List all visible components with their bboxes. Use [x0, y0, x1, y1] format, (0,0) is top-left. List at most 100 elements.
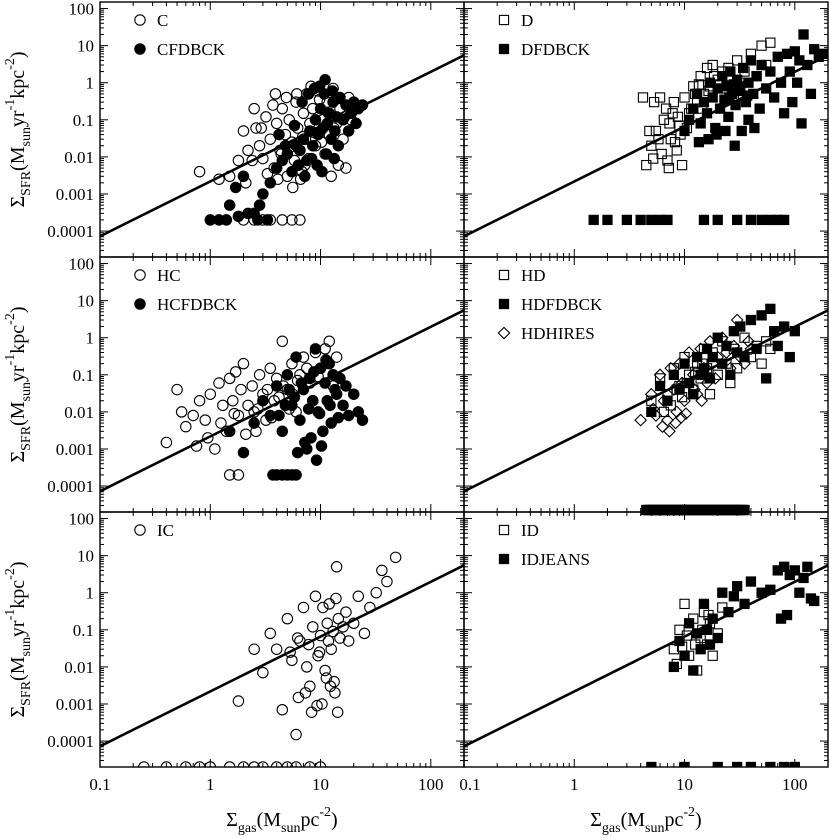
y-tick-label: 10	[77, 292, 94, 311]
x-tick-label: 100	[782, 775, 808, 794]
data-point	[305, 432, 317, 444]
data-point	[290, 351, 302, 363]
data-point	[728, 591, 739, 602]
points-ID	[646, 561, 820, 767]
data-point	[229, 181, 242, 194]
kennicutt-law-line	[464, 309, 828, 493]
legend-label: C	[157, 11, 168, 30]
data-point	[223, 469, 236, 481]
y-tick-label: 0.0001	[47, 477, 94, 496]
legend-label: DFDBCK	[521, 40, 591, 59]
data-point	[340, 606, 352, 618]
data-point	[281, 369, 294, 381]
data-point	[695, 71, 706, 82]
data-point	[330, 561, 343, 573]
data-point	[134, 14, 146, 26]
data-point	[202, 432, 214, 444]
data-point	[497, 326, 511, 340]
data-point	[693, 136, 705, 148]
data-point	[778, 214, 790, 226]
data-point	[663, 424, 676, 438]
data-point	[694, 342, 708, 356]
data-point	[264, 177, 277, 189]
data-point	[323, 598, 336, 610]
data-point	[765, 761, 776, 767]
data-point	[498, 298, 510, 310]
data-point	[809, 595, 820, 607]
data-point	[313, 407, 326, 420]
data-point	[328, 675, 340, 688]
data-point	[175, 406, 188, 418]
data-point	[291, 632, 304, 644]
y-tick-label: 0.001	[56, 440, 94, 459]
data-point	[735, 321, 746, 332]
data-point	[321, 617, 333, 630]
data-point	[637, 92, 649, 103]
data-point	[134, 43, 146, 55]
data-point	[389, 551, 402, 564]
data-point	[695, 394, 709, 408]
legend-label: HC	[157, 266, 181, 285]
data-point	[498, 43, 510, 55]
panels-group: C CFDBCK D DFDBCK HC HCFDBCK HD HDFDBCK HDHIRES I…	[99, 1, 829, 768]
data-point	[498, 553, 510, 565]
data-point	[332, 139, 345, 152]
data-point	[698, 598, 710, 610]
data-point	[324, 399, 336, 412]
data-point	[765, 66, 776, 77]
panel-HC: HC HCFDBCK	[99, 256, 465, 513]
data-point	[257, 666, 269, 679]
data-point	[299, 170, 311, 183]
data-point	[228, 407, 241, 420]
data-point	[498, 524, 510, 536]
kennicutt-law-line	[100, 54, 464, 238]
panel-IC: IC	[99, 511, 465, 768]
data-point	[270, 117, 283, 130]
data-point	[717, 587, 728, 598]
data-point	[294, 214, 306, 226]
data-point	[664, 118, 675, 129]
y-tick-label: 1	[86, 74, 95, 93]
data-point	[315, 440, 328, 452]
data-point	[789, 565, 800, 576]
data-point	[674, 411, 688, 425]
data-point	[679, 650, 690, 661]
data-point	[678, 394, 691, 408]
data-point	[697, 361, 711, 375]
data-point	[220, 214, 233, 226]
data-point	[331, 706, 344, 718]
data-point	[209, 443, 221, 455]
panel-D: D DFDBCK	[463, 1, 829, 258]
x-tick-label: 1	[206, 775, 215, 794]
data-point	[745, 761, 757, 767]
legend-label: D	[521, 11, 533, 30]
data-point	[670, 405, 684, 419]
y-tick-label: 0.01	[64, 148, 94, 167]
data-point	[291, 88, 303, 100]
panel-frame	[99, 511, 465, 768]
data-point	[193, 165, 206, 178]
data-point	[703, 334, 717, 348]
data-point	[250, 122, 262, 134]
y-tick-label: 0.0001	[47, 222, 94, 241]
data-point	[276, 335, 289, 348]
data-point	[691, 88, 703, 100]
data-point	[672, 111, 684, 123]
y-axis-title: ΣSFR(Msunyr-1kpc-2)	[3, 51, 34, 207]
data-point	[704, 77, 716, 88]
data-point	[635, 214, 646, 226]
data-point	[134, 298, 146, 310]
data-point	[730, 313, 744, 327]
data-point	[232, 154, 245, 167]
x-tick-label: 1	[570, 775, 579, 794]
data-point	[784, 351, 795, 363]
kennicutt-law-line	[100, 564, 464, 748]
data-point	[650, 125, 662, 137]
data-point	[350, 117, 362, 130]
kennicutt-law-line	[464, 564, 828, 748]
data-point	[352, 590, 365, 603]
data-point	[778, 108, 790, 119]
data-point	[320, 354, 332, 366]
data-point	[745, 314, 757, 326]
x-axis-title: Σgas(Msunpc-2)	[590, 805, 701, 836]
